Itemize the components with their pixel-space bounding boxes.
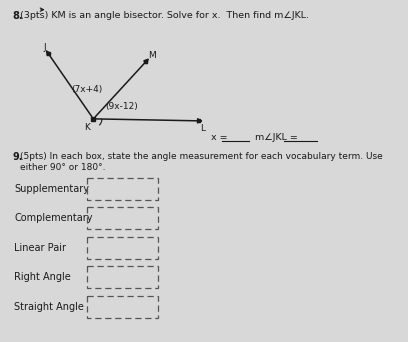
Text: (3pts) KM is an angle bisector. Solve for x.  Then find m∠JKL.: (3pts) KM is an angle bisector. Solve fo…	[20, 11, 309, 19]
Bar	[91, 117, 95, 121]
Text: L: L	[200, 124, 205, 133]
Text: Supplementary: Supplementary	[14, 184, 89, 194]
Bar	[47, 52, 50, 55]
Text: Linear Pair: Linear Pair	[14, 243, 66, 253]
Text: J: J	[43, 43, 46, 52]
Text: 8.: 8.	[12, 11, 23, 21]
Text: (5pts) In each box, state the angle measurement for each vocabulary term. Use ei: (5pts) In each box, state the angle meas…	[20, 152, 383, 172]
Text: (9x-12): (9x-12)	[106, 102, 138, 110]
Text: Complementary: Complementary	[14, 213, 93, 223]
Text: M: M	[148, 51, 155, 60]
Text: (7x+4): (7x+4)	[71, 85, 103, 94]
Text: K: K	[84, 123, 91, 132]
Text: Straight Angle: Straight Angle	[14, 302, 84, 312]
Text: m∠JKL =: m∠JKL =	[255, 133, 301, 142]
Text: 9.: 9.	[12, 152, 23, 162]
Text: x =: x =	[211, 133, 230, 142]
Bar	[197, 119, 200, 122]
Text: Right Angle: Right Angle	[14, 272, 71, 282]
Bar	[144, 60, 147, 63]
